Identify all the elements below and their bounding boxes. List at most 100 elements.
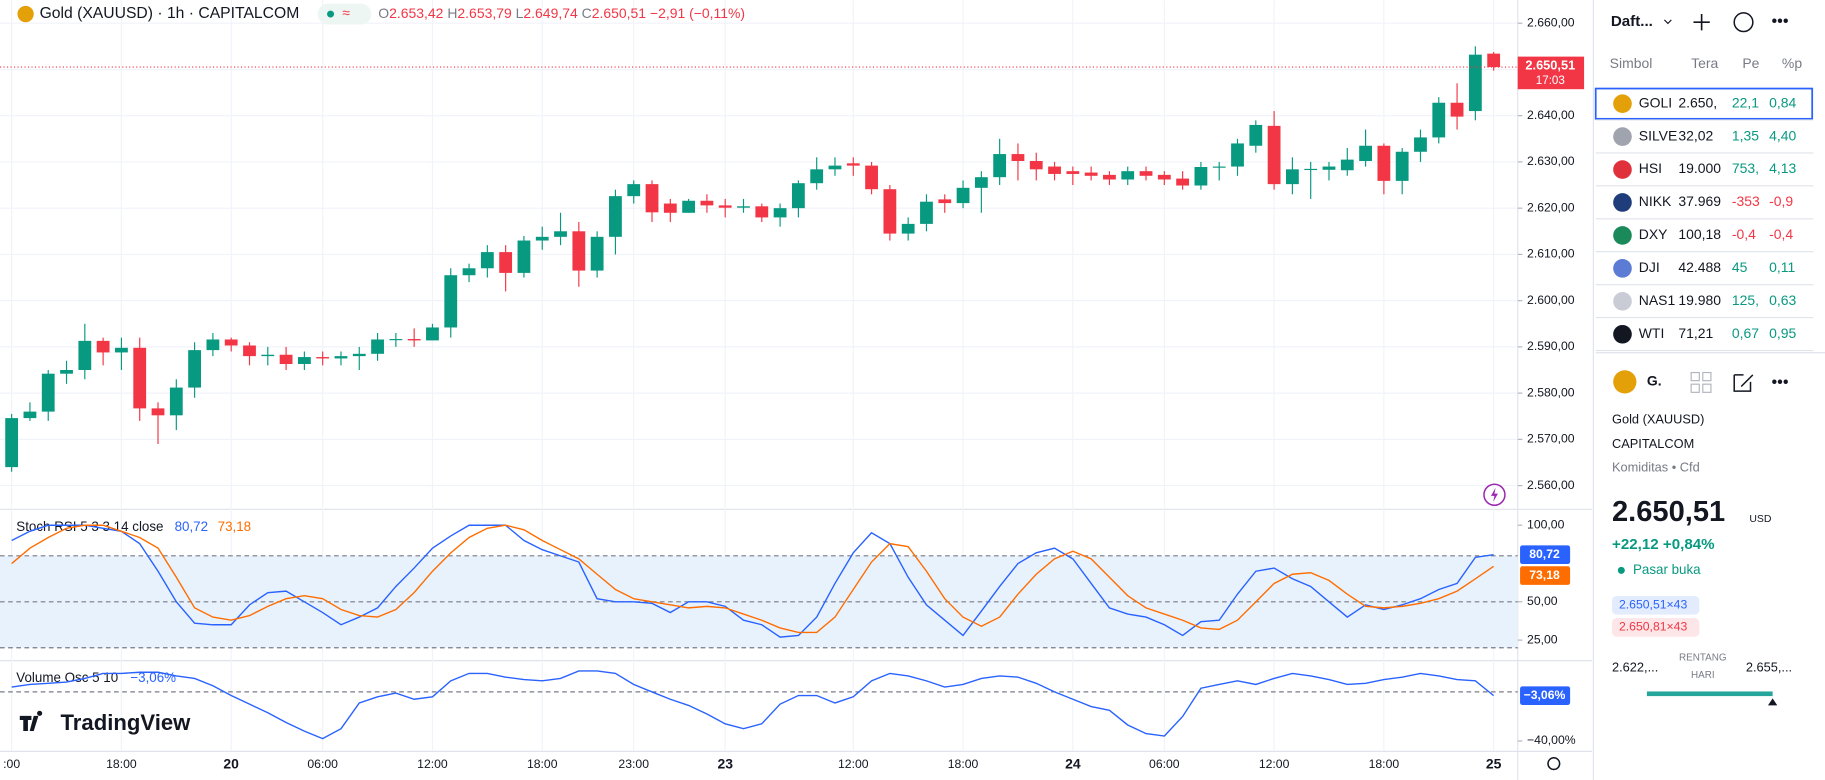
candle-body — [572, 231, 586, 271]
range-label: RENTANG — [1679, 652, 1727, 663]
symbol[interactable]: GOLI — [1639, 94, 1672, 110]
x-tick-label: 06:00 — [307, 757, 338, 771]
candle-body — [1414, 137, 1427, 152]
candle-body — [1322, 166, 1336, 170]
cell: -0,9 — [1769, 193, 1793, 209]
candle-body — [846, 163, 860, 166]
ohlc-value: 2.653,79 — [457, 5, 512, 21]
value-tag-label: −3,06% — [1524, 688, 1566, 702]
candle-body — [1249, 124, 1263, 146]
candle-body — [682, 200, 696, 213]
range-marker — [1767, 698, 1778, 706]
chart-icon[interactable] — [1733, 12, 1754, 33]
candle-body — [755, 206, 769, 218]
layout-icon[interactable] — [1690, 371, 1700, 382]
y-tick-label: 2.660,00 — [1527, 15, 1575, 29]
candle-body — [206, 339, 220, 351]
column-header[interactable]: Simbol — [1610, 55, 1653, 71]
candle-body — [590, 236, 604, 271]
symbol-title[interactable]: Gold (XAUUSD) · 1h · CAPITALCOM — [40, 5, 300, 22]
y-tick-label: 100,00 — [1527, 517, 1565, 531]
last-price-tag — [1517, 56, 1585, 90]
y-tick-label: 2.610,00 — [1527, 247, 1575, 261]
alert-icon[interactable] — [1483, 483, 1506, 506]
candle-body — [297, 357, 311, 364]
symbol-name[interactable]: Gold (XAUUSD) — [1612, 412, 1704, 427]
x-tick-label: 23:00 — [618, 757, 649, 771]
cell: 37.969 — [1678, 193, 1721, 209]
cell: 45 — [1732, 259, 1748, 275]
cell: 71,21 — [1678, 325, 1713, 341]
more-icon[interactable]: ••• — [1771, 373, 1788, 391]
y-tick-label: −40,00% — [1527, 733, 1576, 747]
candle-body — [901, 223, 915, 234]
column-header[interactable]: Tera — [1691, 55, 1718, 71]
symbol[interactable]: NAS1 — [1639, 292, 1676, 308]
candle-body — [78, 340, 92, 371]
symbol-icon — [1613, 94, 1632, 113]
symbol[interactable]: DXY — [1639, 226, 1668, 242]
y-tick-label: 2.590,00 — [1527, 339, 1575, 353]
candle-body — [444, 275, 458, 328]
range-high: 2.655,... — [1746, 660, 1792, 675]
ohlc-values: O2.653,42 H2.653,79 L2.649,74 C2.650,51 … — [378, 5, 745, 21]
column-header[interactable]: %p — [1782, 55, 1802, 71]
symbol-icon — [1613, 193, 1632, 212]
symbol-short: G. — [1647, 373, 1662, 389]
layout-icon[interactable] — [1702, 371, 1712, 382]
candle-body — [151, 408, 165, 416]
candle-body — [1432, 102, 1446, 138]
layout-icon[interactable] — [1690, 383, 1700, 393]
x-tick-label: :00 — [3, 757, 20, 771]
ohlc-key: H — [447, 5, 457, 21]
ohlc-value: 2.649,74 — [523, 5, 578, 21]
value-tag-label: 80,72 — [1529, 547, 1560, 561]
candle-body — [737, 206, 750, 208]
candle-body — [1267, 125, 1281, 185]
plot-layer: :00 18:00 20 06:00 12:00 18:00 23:00 23 12:00 18:… — [0, 0, 1593, 780]
add-icon[interactable] — [1693, 14, 1710, 31]
symbol[interactable]: NIKK — [1639, 193, 1672, 209]
dropdown-icon[interactable] — [1663, 19, 1672, 25]
candle-body — [810, 169, 824, 184]
more-icon[interactable]: ••• — [1771, 13, 1788, 31]
watchlist-title[interactable]: Daft... — [1611, 13, 1653, 30]
candle-body — [1194, 167, 1208, 186]
ask-box — [1612, 618, 1700, 637]
watchlist-rows: GOLI 2.650, 22,1 0,84 SILVE 32,02 1,35 4,40 HSI 1… — [1595, 94, 1814, 352]
candle-body — [1450, 102, 1464, 117]
candle-body — [41, 373, 55, 412]
candle-body — [1139, 171, 1153, 176]
cell: 42.488 — [1678, 259, 1721, 275]
status-pill[interactable] — [317, 3, 372, 25]
bid-box — [1612, 596, 1700, 615]
cell: 2.650, — [1678, 94, 1717, 110]
legend-value: 80,72 — [175, 519, 208, 534]
candle-body — [243, 345, 256, 357]
symbol[interactable]: SILVE — [1639, 127, 1678, 143]
candle-body — [1029, 161, 1043, 170]
cell: 753, — [1732, 160, 1759, 176]
x-tick-label: 25 — [1486, 755, 1502, 771]
candle-body — [1103, 174, 1116, 180]
logo-mark — [19, 710, 43, 732]
layout-icon[interactable] — [1702, 383, 1712, 393]
x-tick-label: 12:00 — [838, 757, 869, 771]
y-tick-label: 2.640,00 — [1527, 108, 1575, 122]
edit-icon[interactable] — [1733, 374, 1754, 392]
candle-body — [462, 268, 476, 276]
symbol[interactable]: DJI — [1639, 259, 1660, 275]
column-header[interactable]: Pe — [1742, 55, 1759, 71]
settings-icon[interactable] — [1547, 757, 1561, 771]
cell: 0,95 — [1769, 325, 1796, 341]
selected-row — [1594, 87, 1814, 120]
ask: 2.650,81×43 — [1619, 620, 1687, 634]
value-tag-label: 73,18 — [1529, 568, 1560, 582]
symbol-icon — [1613, 291, 1632, 311]
candle-body — [1066, 171, 1080, 174]
value-tag — [1520, 566, 1571, 585]
symbol[interactable]: WTI — [1639, 325, 1665, 341]
symbol[interactable]: HSI — [1639, 160, 1662, 176]
indicator-line — [11, 524, 1495, 634]
